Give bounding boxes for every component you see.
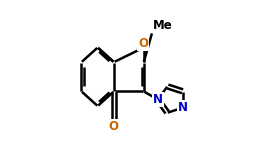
Text: N: N — [178, 101, 188, 114]
Text: O: O — [138, 37, 148, 50]
Text: N: N — [153, 93, 163, 106]
Text: Me: Me — [153, 19, 173, 32]
Text: O: O — [109, 119, 119, 132]
